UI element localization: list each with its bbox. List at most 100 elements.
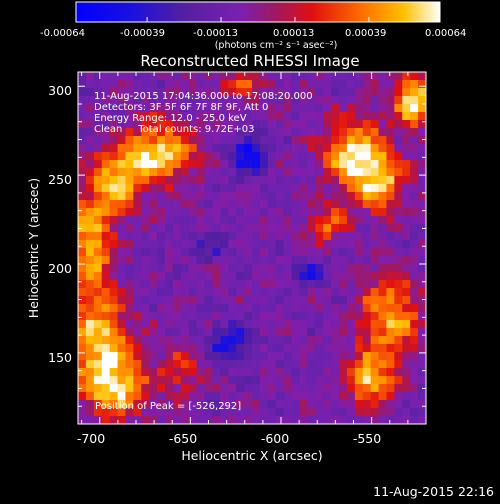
heatmap-cell [370, 272, 379, 281]
heatmap-cell [109, 144, 118, 153]
heatmap-cell [93, 168, 103, 177]
heatmap-cell [283, 280, 292, 289]
heatmap-cell [220, 264, 229, 273]
heatmap-cell [418, 320, 427, 329]
heatmap-cell [188, 144, 198, 153]
heatmap-cell [267, 384, 277, 393]
heatmap-cell [101, 336, 111, 345]
heatmap-cell [307, 104, 316, 113]
heatmap-cell [117, 376, 126, 385]
heatmap-cell [228, 264, 237, 273]
heatmap-cell [204, 368, 213, 377]
heatmap-cell [362, 96, 372, 105]
heatmap-cell [125, 80, 134, 89]
heatmap-cell [228, 232, 237, 241]
heatmap-cell [196, 328, 205, 337]
heatmap-cell [267, 80, 277, 89]
heatmap-cell [291, 208, 300, 217]
heatmap-cell [157, 368, 166, 377]
heatmap-cell [109, 152, 118, 161]
heatmap-cell [196, 80, 205, 89]
heatmap-cell [188, 240, 198, 249]
heatmap-cell [228, 280, 237, 289]
heatmap-cell [252, 96, 261, 105]
heatmap-cell [378, 336, 387, 345]
heatmap-cell [386, 88, 395, 97]
heatmap-cell [78, 72, 87, 81]
heatmap-cell [157, 288, 166, 297]
heatmap-cell [117, 408, 126, 417]
heatmap-cell [362, 368, 372, 377]
heatmap-cell [299, 104, 308, 113]
heatmap-cell [204, 400, 213, 409]
heatmap-cell [85, 392, 95, 401]
heatmap-cell [252, 328, 261, 337]
heatmap-cell [315, 304, 324, 313]
heatmap-cell [291, 72, 300, 81]
heatmap-cell [394, 232, 403, 241]
heatmap-cell [275, 192, 285, 201]
heatmap-cell [141, 80, 150, 89]
heatmap-cell [259, 104, 269, 113]
heatmap-cell [236, 120, 245, 129]
heatmap-cell [362, 136, 372, 145]
heatmap-cell [354, 176, 364, 185]
heatmap-cell [386, 240, 395, 249]
heatmap-cell [418, 128, 427, 137]
heatmap-cell [370, 176, 379, 185]
heatmap-cell [283, 96, 292, 105]
heatmap-cell [252, 128, 261, 137]
heatmap-cell [101, 72, 111, 81]
heatmap-cell [418, 312, 427, 321]
heatmap-cell [141, 176, 150, 185]
heatmap-cell [267, 224, 277, 233]
heatmap-cell [418, 232, 427, 241]
heatmap-cell [172, 360, 182, 369]
heatmap-cell [101, 408, 111, 417]
heatmap-cell [331, 368, 340, 377]
heatmap-cell [299, 200, 308, 209]
heatmap-cell [410, 200, 419, 209]
heatmap-cell [252, 344, 261, 353]
heatmap-cell [228, 392, 237, 401]
heatmap-cell [188, 216, 198, 225]
heatmap-cell [394, 96, 403, 105]
heatmap-cell [331, 400, 340, 409]
heatmap-cell [346, 400, 356, 409]
heatmap-cell [267, 312, 277, 321]
heatmap-cell [109, 384, 118, 393]
heatmap-cell [418, 208, 427, 217]
heatmap-cell [291, 136, 300, 145]
heatmap-cell [196, 320, 205, 329]
heatmap-cell [402, 160, 411, 169]
heatmap-cell [394, 400, 403, 409]
heatmap-cell [180, 176, 190, 185]
heatmap-cell [252, 104, 261, 113]
heatmap-cell [339, 328, 348, 337]
heatmap-cell [220, 280, 229, 289]
heatmap-cell [93, 216, 103, 225]
heatmap-cell [133, 200, 142, 209]
heatmap-cell [117, 176, 126, 185]
heatmap-cell [252, 144, 261, 153]
heatmap-cell [172, 72, 182, 81]
heatmap-cell [188, 272, 198, 281]
heatmap-cell [212, 120, 221, 129]
heatmap-cell [378, 216, 387, 225]
heatmap-cell [394, 248, 403, 257]
heatmap-cell [378, 96, 387, 105]
heatmap-cell [188, 176, 198, 185]
heatmap-cell [362, 416, 372, 425]
heatmap-cell [291, 80, 300, 89]
heatmap-cell [346, 296, 356, 305]
heatmap-cell [252, 208, 261, 217]
heatmap-cell [370, 408, 379, 417]
heatmap-cell [354, 136, 364, 145]
heatmap-cell [109, 344, 118, 353]
heatmap-cell [165, 224, 174, 233]
heatmap-cell [299, 376, 308, 385]
heatmap-cell [418, 400, 427, 409]
heatmap-cell [370, 120, 379, 129]
heatmap-cell [386, 288, 395, 297]
heatmap-cell [157, 144, 166, 153]
